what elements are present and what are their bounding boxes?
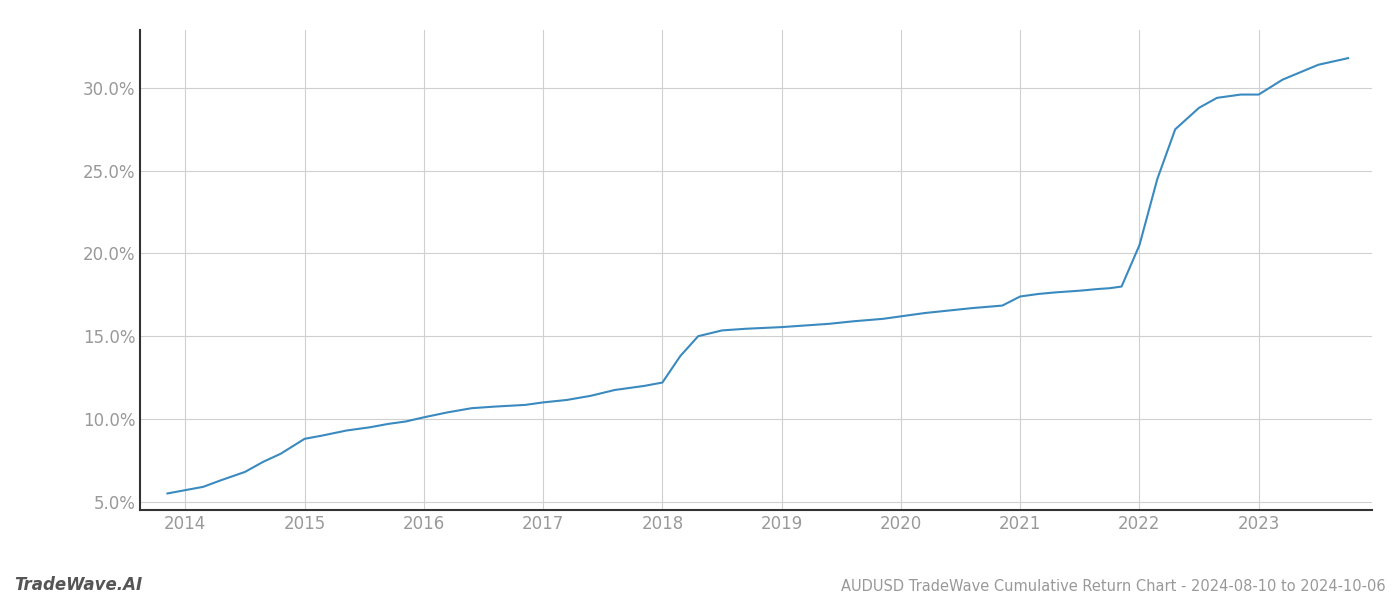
- Text: TradeWave.AI: TradeWave.AI: [14, 576, 143, 594]
- Text: AUDUSD TradeWave Cumulative Return Chart - 2024-08-10 to 2024-10-06: AUDUSD TradeWave Cumulative Return Chart…: [841, 579, 1386, 594]
